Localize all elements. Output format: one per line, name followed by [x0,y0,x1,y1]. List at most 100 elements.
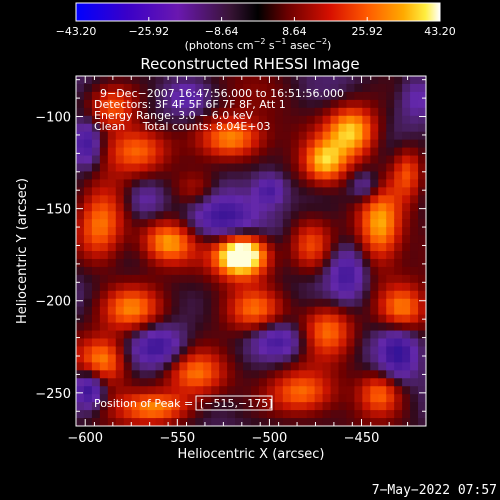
heatmap-cell [410,235,419,244]
heatmap-cell [251,354,260,363]
heatmap-cell [187,219,196,228]
heatmap-cell [402,171,411,180]
heatmap-cell [306,418,316,426]
heatmap-cell [386,107,395,117]
heatmap-cell [362,306,371,316]
heatmap-cell [418,354,426,363]
heatmap-cell [314,274,324,284]
heatmap-cell [131,346,141,355]
heatmap-cell [354,195,363,204]
heatmap-cell [83,211,93,220]
heatmap-cell [139,147,149,157]
heatmap-cell [155,410,165,419]
heatmap-cell [322,394,332,403]
heatmap-cell [266,203,276,212]
heatmap-cell [394,131,403,141]
heatmap-cell [274,147,284,157]
heatmap-cell [147,107,157,117]
heatmap-cell [91,251,101,260]
heatmap-cell [274,274,284,284]
heatmap-cell [251,155,260,165]
heatmap-cell [306,378,316,387]
heatmap-cell [83,362,93,371]
heatmap-cell [290,306,300,316]
heatmap-cell [298,203,308,212]
heatmap-cell [251,227,260,236]
heatmap-cell [282,306,292,316]
heatmap-cell [338,91,348,101]
heatmap-cell [370,99,379,109]
heatmap-cell [163,251,173,260]
heatmap-cell [195,346,204,355]
heatmap-cell [147,243,157,252]
heatmap-cell [258,83,268,93]
heatmap-cell [131,107,141,117]
heatmap-cell [258,386,268,395]
heatmap-cell [211,418,220,426]
heatmap-cell [410,258,419,268]
peak-value: [−515,−175] [200,397,273,410]
heatmap-cell [306,274,316,284]
heatmap-cell [298,91,308,101]
colorbar-tick-label: −8.64 [205,25,239,38]
heatmap-cell [195,362,204,371]
heatmap-cell [107,179,117,188]
heatmap-cell [418,338,426,348]
heatmap-cell [139,282,149,292]
heatmap-cell [370,163,379,173]
heatmap-cell [362,131,371,141]
x-tick-label: −450 [344,431,380,446]
heatmap-cell [123,179,133,188]
heatmap-cell [171,91,180,101]
heatmap-cell [394,155,403,165]
heatmap-cell [115,235,125,244]
heatmap-cell [346,76,355,85]
heatmap-cell [282,378,292,387]
heatmap-cell [354,139,363,149]
heatmap-cell [235,123,244,133]
heatmap-cell [258,91,268,101]
heatmap-cell [155,330,165,340]
heatmap-cell [147,290,157,300]
heatmap-cell [243,171,252,180]
heatmap-cell [91,83,101,93]
heatmap-cell [346,235,355,244]
heatmap-cell [171,163,180,173]
heatmap-cell [219,147,228,157]
heatmap-cell [107,131,117,141]
heatmap-cell [155,394,165,403]
heatmap-cell [322,386,332,395]
heatmap-cell [187,147,196,157]
heatmap-cell [171,298,180,308]
heatmap-cell [123,266,133,276]
heatmap-cell [418,243,426,252]
heatmap-cell [330,99,340,109]
heatmap-cell [266,155,276,165]
heatmap-cell [330,227,340,236]
heatmap-cell [171,322,180,332]
heatmap-cell [91,346,101,355]
heatmap-cell [235,203,244,212]
heatmap-cell [211,298,220,308]
heatmap-cell [251,115,260,125]
heatmap-cell [394,107,403,117]
heatmap-cell [187,107,196,117]
heatmap-cell [370,410,379,419]
heatmap-cell [163,243,173,252]
heatmap-cell [179,418,188,426]
heatmap-cell [219,266,228,276]
heatmap-cell [99,123,109,133]
heatmap-cell [131,386,141,395]
heatmap-cell [211,155,220,165]
heatmap-cell [394,83,403,93]
heatmap-cell [115,314,125,324]
heatmap-cell [163,83,173,93]
heatmap-cell [211,211,220,220]
heatmap-cell [131,354,141,363]
heatmap-cell [322,147,332,157]
heatmap-cell [139,227,149,236]
heatmap-cell [402,187,411,196]
heatmap-cell [227,243,236,252]
heatmap-cell [227,195,236,204]
